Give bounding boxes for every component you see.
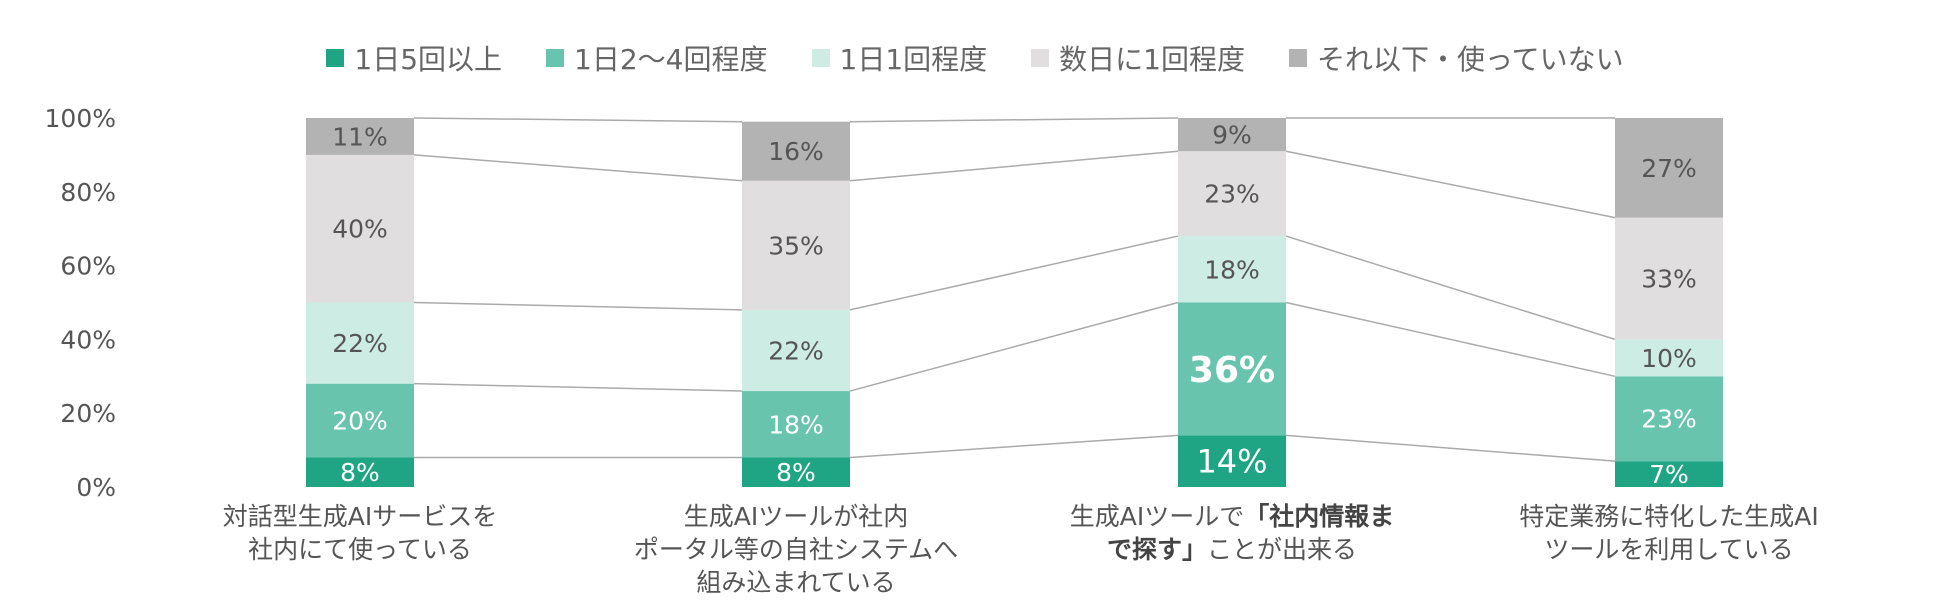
legend-item: 1日2～4回程度 [546,38,768,78]
bar-segment [306,383,414,458]
category-label-0: 対話型生成AIサービスを 社内にて使っている [222,502,498,564]
data-label: 22% [332,329,388,358]
connector-line [413,154,743,182]
data-label: 23% [1204,180,1260,209]
data-label: 7% [1649,460,1689,489]
legend-item: 1日5回以上 [326,38,502,78]
bar-segment [1178,151,1286,237]
legend-label: 1日5回以上 [354,43,503,76]
category-label-2: 生成AIツールで「社内情報ま で探す」ことが出来る [1069,502,1395,564]
bar-segment [742,309,850,392]
data-label: 23% [1641,405,1697,434]
bar-segment [742,180,850,310]
bar-segment [742,457,850,487]
data-label: 35% [768,231,824,260]
legend-label: 1日2～4回程度 [574,43,768,76]
connector-line [849,235,1179,311]
y-tick-label: 100% [45,104,116,133]
connector-line [413,117,743,123]
bar-segment [1178,118,1286,152]
bar-segment [1615,339,1723,377]
legend-swatch [1031,49,1050,67]
data-label: 9% [1212,121,1252,150]
legend-label: それ以下・使っていない [1316,43,1624,76]
data-label: 18% [1204,255,1260,284]
connector-line [849,117,1179,123]
legend-swatch [811,49,830,67]
bar-segment [306,457,414,487]
connector-line [1285,235,1616,341]
y-tick-label: 80% [60,178,116,207]
legend-label: 数日に1回程度 [1059,43,1245,76]
legend-item: それ以下・使っていない [1288,38,1624,78]
connector-line [849,150,1179,182]
connector-line [413,382,743,392]
bar-segment [1615,461,1723,487]
connector-line [1285,301,1616,378]
connector-line [1285,434,1616,462]
data-label: 18% [768,410,824,439]
connector-line [849,434,1179,459]
data-label: 36% [1189,350,1275,391]
data-label: 11% [332,122,388,151]
data-label: 27% [1641,154,1697,183]
legend-swatch [326,49,345,67]
bar-segment [742,121,850,181]
connector-line [413,301,743,311]
y-tick-label: 0% [76,473,116,502]
data-label: 16% [768,137,824,166]
bar-segment [1178,302,1286,436]
data-label: 14% [1196,443,1267,481]
connector-line [849,301,1179,392]
y-tick-label: 20% [60,399,116,428]
category-label-3: 特定業務に特化した生成AI ツールを利用している [1519,502,1819,564]
bar-segment [1615,217,1723,340]
category-label-1: 生成AIツールが社内 ポータル等の自社システムへ 組み込まれている [633,502,959,597]
bar-segment [306,302,414,384]
connector-line [1285,150,1616,219]
data-label: 8% [340,458,380,487]
y-tick-label: 40% [60,325,116,354]
bar-segment [306,118,414,155]
data-label: 40% [332,215,388,244]
legend-swatch [546,49,565,67]
data-label: 10% [1641,344,1697,373]
data-label: 8% [776,458,816,487]
y-tick-label: 60% [60,252,116,281]
legend-item: 数日に1回程度 [1031,38,1245,78]
legend: 1日5回以上 1日2～4回程度 1日1回程度 数日に1回程度 それ以下・使っていない [0,38,1950,78]
data-label: 33% [1641,265,1697,294]
bar-segment [742,391,850,458]
bar-segment [306,154,414,303]
data-label: 22% [768,336,824,365]
bar-segment [1178,236,1286,303]
bar-segment [1178,435,1286,487]
data-label: 20% [332,407,388,436]
legend-label: 1日1回程度 [839,43,988,76]
legend-swatch [1288,49,1307,67]
bar-segment [1615,118,1723,218]
legend-item: 1日1回程度 [811,38,988,78]
bar-segment [1615,376,1723,462]
